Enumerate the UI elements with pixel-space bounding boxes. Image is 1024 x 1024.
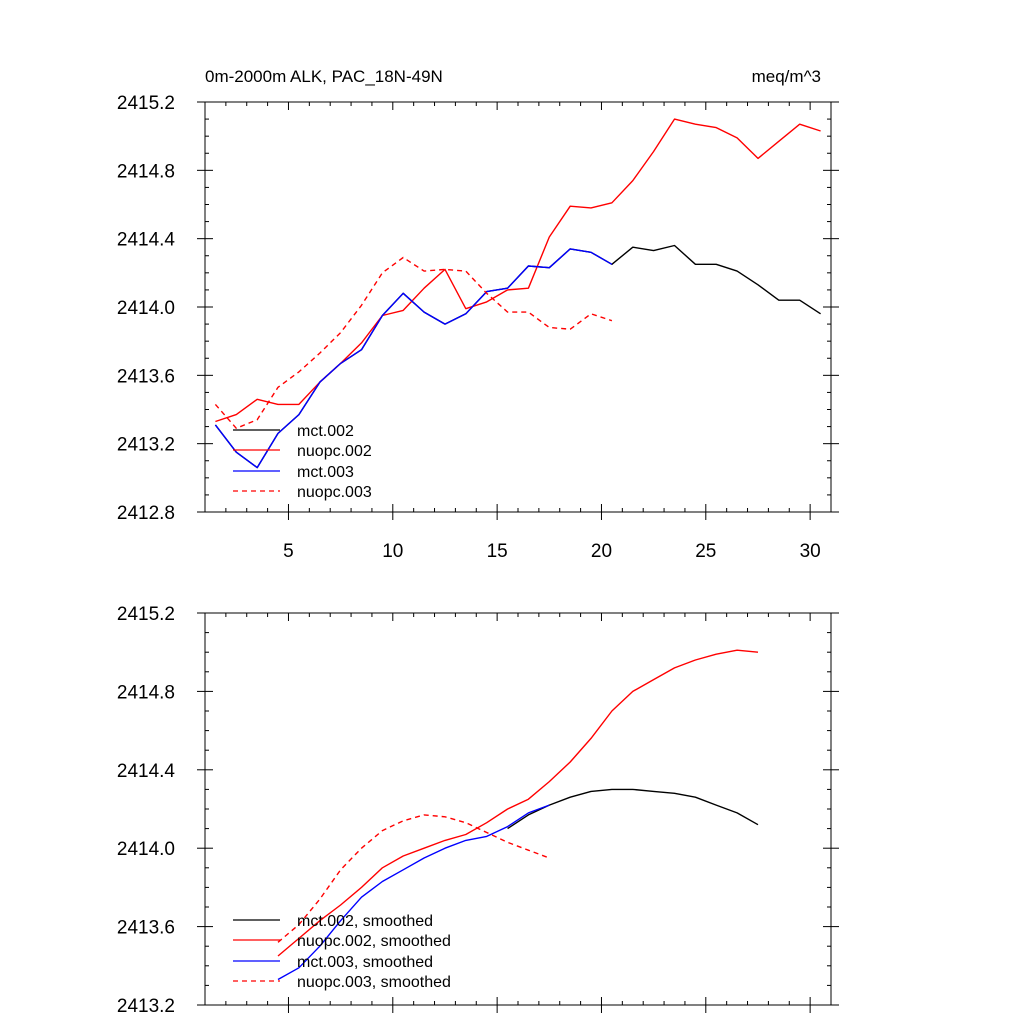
bottom-panel: 2413.2 2413.6 2414.0 2414.4 2414.8 2415.2 mct… [117, 604, 839, 1017]
axis-ticks-top: 5 10 15 20 25 30 2412.8 2413.2 2413.6 2414.0 2414.… [117, 93, 839, 562]
series-line-nuopc-003-smoothed [277, 814, 550, 943]
y-tick-label: 2413.2 [117, 435, 175, 456]
y-tick-label: 2413.6 [117, 918, 175, 939]
y-tick-label: 2413.2 [117, 996, 175, 1017]
x-tick-label: 20 [591, 541, 612, 562]
x-tick-label: 25 [695, 541, 716, 562]
legend-label-nuopc-003: nuopc.003 [297, 484, 372, 501]
series-lines-top [214, 118, 821, 469]
legend-bottom: mct.002, smoothed nuopc.002, smoothed mc… [233, 913, 451, 991]
series-line-nuopc-002 [215, 118, 821, 423]
legend-label-mct-003-smoothed: mct.003, smoothed [297, 954, 433, 971]
legend-label-mct-002: mct.002 [297, 423, 354, 440]
legend-label-nuopc-003-smoothed: nuopc.003, smoothed [297, 974, 451, 991]
y-tick-label: 2414.4 [117, 230, 176, 251]
y-tick-label: 2414.8 [117, 161, 175, 182]
legend-label-nuopc-002: nuopc.002 [297, 443, 372, 460]
y-tick-label: 2412.8 [117, 503, 175, 524]
chart-title: 0m-2000m ALK, PAC_18N-49N [205, 67, 443, 86]
y-tick-label: 2414.4 [117, 761, 176, 782]
series-line-mct-002-smoothed [507, 788, 759, 830]
axis-ticks-bottom: 2413.2 2413.6 2414.0 2414.4 2414.8 2415.2 [117, 604, 839, 1017]
series-line-mct-003 [214, 248, 613, 469]
series-line-mct-003-smoothed [277, 804, 550, 981]
x-tick-label: 5 [283, 541, 294, 562]
series-line-nuopc-002-smoothed [277, 649, 759, 957]
legend-label-mct-002-smoothed: mct.002, smoothed [297, 913, 433, 930]
legend-label-nuopc-002-smoothed: nuopc.002, smoothed [297, 933, 451, 950]
x-tick-label: 15 [487, 541, 508, 562]
x-tick-label: 10 [382, 541, 403, 562]
y-tick-label: 2414.0 [117, 298, 175, 319]
y-tick-label: 2414.0 [117, 839, 175, 860]
top-panel: 0m-2000m ALK, PAC_18N-49N meq/m^3 5 10 15 2… [117, 67, 839, 562]
units-label: meq/m^3 [752, 67, 821, 86]
y-tick-label: 2415.2 [117, 604, 175, 625]
y-tick-label: 2415.2 [117, 93, 175, 114]
y-tick-label: 2413.6 [117, 366, 175, 387]
legend-top: mct.002 nuopc.002 mct.003 nuopc.003 [233, 423, 372, 501]
series-lines-bottom [277, 649, 759, 981]
x-tick-label: 30 [800, 541, 821, 562]
series-line-nuopc-003 [214, 256, 613, 429]
legend-label-mct-003: mct.003 [297, 464, 354, 481]
y-tick-label: 2414.8 [117, 682, 175, 703]
